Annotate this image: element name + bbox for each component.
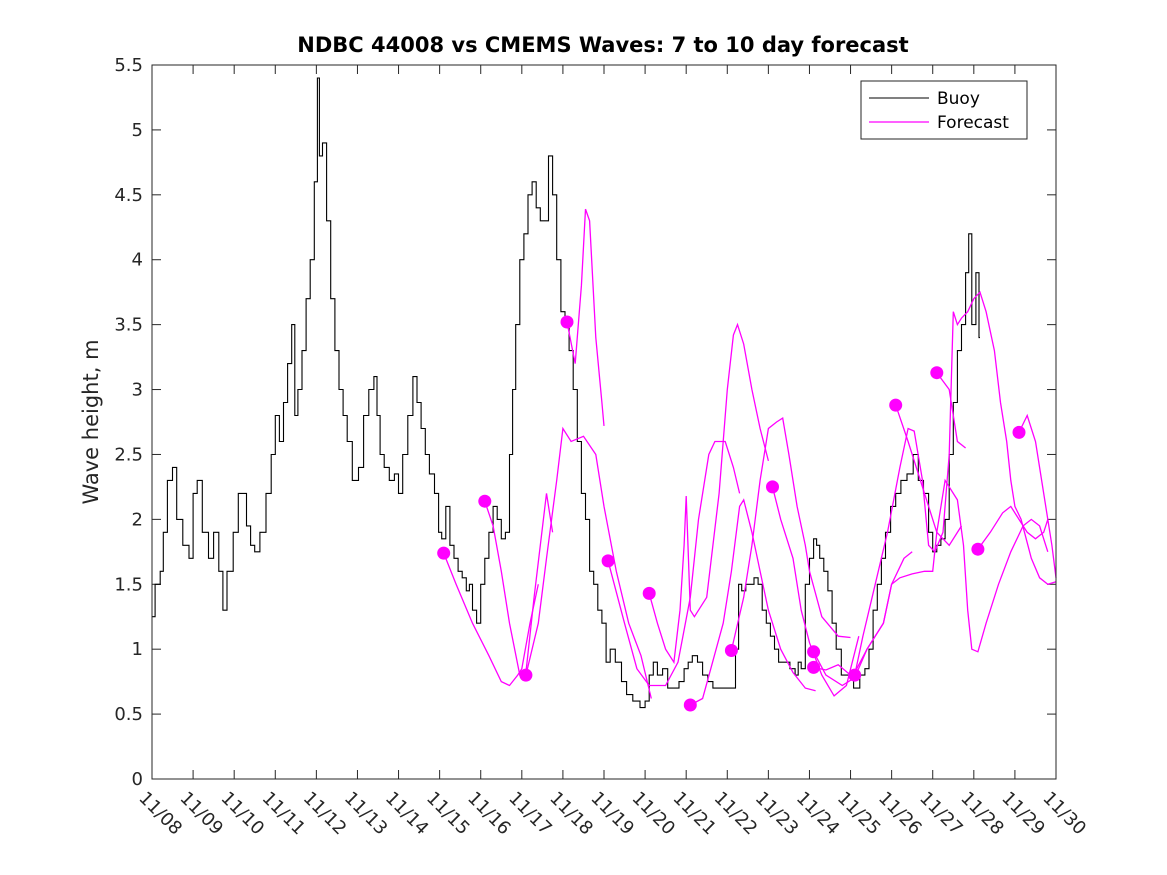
y-tick-label: 5.5: [114, 55, 143, 76]
buoy-line: [152, 77, 980, 709]
forecast-line: [443, 552, 539, 687]
forecast-line: [936, 372, 967, 449]
legend-box: [860, 80, 1028, 140]
y-tick-labels: 0 0.5 1 1.5 2 2.5 3 3.5 4 4.5 5 5.5: [114, 55, 143, 790]
y-tick-label: 2: [132, 509, 143, 530]
forecast-start-marker: [1012, 425, 1026, 439]
y-tick-label: 1.5: [114, 574, 143, 595]
forecast-start-marker: [560, 315, 574, 329]
axes-box: [151, 64, 1057, 780]
forecast-start-marker: [519, 668, 533, 682]
forecast-start-marker: [437, 546, 451, 560]
y-tick-label: 4.5: [114, 185, 143, 206]
forecast-line: [895, 404, 963, 547]
y-tick-label: 2.5: [114, 444, 143, 465]
forecast-line: [1018, 413, 1057, 578]
y-axis-label: Wave height, m: [79, 339, 103, 504]
forecast-start-marker: [766, 480, 779, 494]
y-tick-label: 3: [132, 380, 143, 401]
forecast-line: [689, 498, 816, 706]
y-tick-label: 4: [132, 250, 143, 271]
forecast-start-marker: [807, 645, 821, 659]
legend-forecast-label: Forecast: [937, 113, 1009, 133]
y-tick-label: 3.5: [114, 315, 143, 336]
forecast-start-marker: [930, 366, 944, 380]
forecast-line: [813, 478, 1049, 676]
y-tick-label: 1: [132, 639, 143, 660]
forecast-line: [525, 426, 652, 699]
y-tick-label: 0.5: [114, 704, 143, 725]
forecast-start-marker: [478, 494, 492, 508]
chart-title: NDBC 44008 vs CMEMS Waves: 7 to 10 day f…: [297, 33, 908, 57]
forecast-line: [854, 290, 1057, 676]
y-tick-label: 5: [132, 120, 143, 141]
forecast-start-marker: [724, 644, 738, 657]
forecast-start-marker: [848, 668, 862, 682]
y-tick-label: 0: [132, 769, 143, 790]
forecast-series: [443, 208, 1057, 706]
legend-buoy-label: Buoy: [937, 89, 980, 109]
forecast-start-marker: [889, 398, 903, 412]
forecast-start-marker: [971, 542, 985, 556]
forecast-line: [730, 417, 851, 651]
forecast-start-marker: [807, 660, 821, 674]
forecast-line: [566, 208, 605, 426]
forecast-start-marker: [642, 586, 656, 600]
forecast-line: [648, 322, 770, 665]
legend: Buoy Forecast: [860, 80, 1028, 140]
forecast-start-marker: [601, 554, 615, 568]
forecast-start-marker: [683, 698, 697, 712]
forecast-start-markers: [437, 315, 1026, 712]
forecast-line: [977, 505, 1049, 550]
forecast-line: [771, 486, 860, 697]
buoy-series: [152, 77, 980, 709]
